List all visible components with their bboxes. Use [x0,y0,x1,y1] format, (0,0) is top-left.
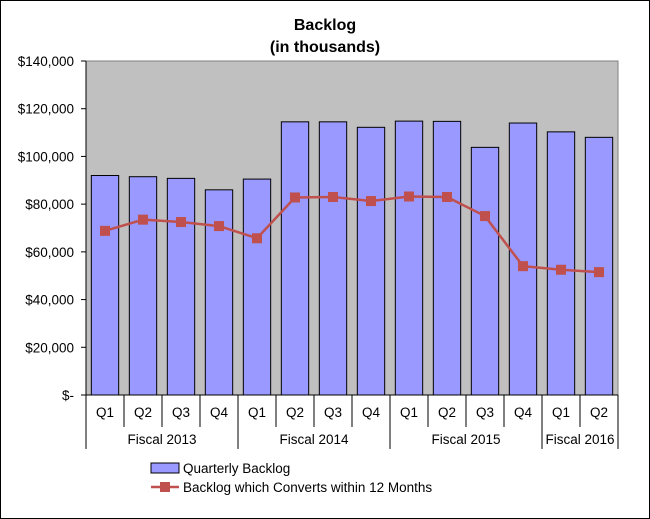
line-series-converts-12-months [104,195,600,274]
y-tick-label-7: $140,000 [18,54,74,69]
legend-label-converts-12-months: Backlog which Converts within 12 Months [183,480,432,495]
line-point-4 [214,221,224,232]
y-tick-label-4: $80,000 [25,197,74,212]
line-point-3 [176,217,186,228]
x-tick-label-14: Q2 [590,405,608,420]
plot-background [86,61,618,395]
line-point-13 [556,264,566,275]
y-tick-label-1: $20,000 [25,340,74,355]
x-tick-label-7: Q3 [324,405,342,420]
line-point-10 [442,191,452,202]
group-label-2: Fiscal 2014 [279,432,349,447]
x-tick-label-9: Q1 [400,405,418,420]
y-tick-label-2: $40,000 [25,293,74,308]
bar-5 [242,178,272,396]
x-tick-label-1: Q1 [96,405,114,420]
bar-7 [318,121,348,396]
y-tick-label-3: $60,000 [25,245,74,260]
x-tick-label-11: Q3 [476,405,494,420]
x-tick-label-5: Q1 [248,405,266,420]
bar-6 [280,121,310,396]
x-tick-label-8: Q4 [362,405,381,420]
group-label-3: Fiscal 2015 [431,432,500,447]
axes: $- $20,000 $40,000 $60,000 $80,000 $100,000 $1… [18,54,619,449]
group-label-1: Fiscal 2013 [127,432,196,447]
x-tick-label-12: Q4 [514,405,533,420]
bar-14 [584,136,614,396]
line-point-11 [480,211,490,222]
bar-9 [394,120,424,396]
bar-12 [508,122,538,396]
x-tick-label-4: Q4 [210,405,229,420]
x-tick-label-2: Q2 [134,405,152,420]
chart-subtitle: (in thousands) [270,39,380,56]
line-point-6 [290,192,300,203]
x-tick-label-3: Q3 [172,405,190,420]
plot-area [85,60,619,396]
x-tick-label-13: Q1 [552,405,570,420]
line-point-5 [252,233,262,244]
y-tick-label-6: $120,000 [18,102,74,117]
line-point-9 [404,191,414,202]
line-point-7 [328,191,338,202]
y-tick-label-5: $100,000 [18,149,74,164]
x-tick-label-10: Q2 [438,405,456,420]
bar-11 [470,146,500,396]
line-point-8 [366,196,376,207]
bar-3 [166,177,196,396]
bar-8 [356,126,386,396]
line-point-1 [100,225,110,236]
bar-1 [90,175,120,396]
bar-13 [546,131,576,396]
legend-swatch-quarterly-backlog [150,462,180,474]
legend-label-quarterly-backlog: Quarterly Backlog [183,461,290,476]
x-tick-label-6: Q2 [286,405,304,420]
line-point-2 [138,214,148,225]
legend: Quarterly Backlog Backlog which Converts … [150,461,432,495]
group-label-4: Fiscal 2016 [545,432,614,447]
chart-title: Backlog [294,17,356,34]
y-tick-label-0: $- [62,388,74,403]
legend-swatch-marker-converts [160,482,170,492]
bar-2 [128,176,158,396]
line-point-14 [594,267,604,278]
line-point-12 [518,261,528,272]
bar-4 [204,189,234,396]
bar-10 [432,120,462,396]
